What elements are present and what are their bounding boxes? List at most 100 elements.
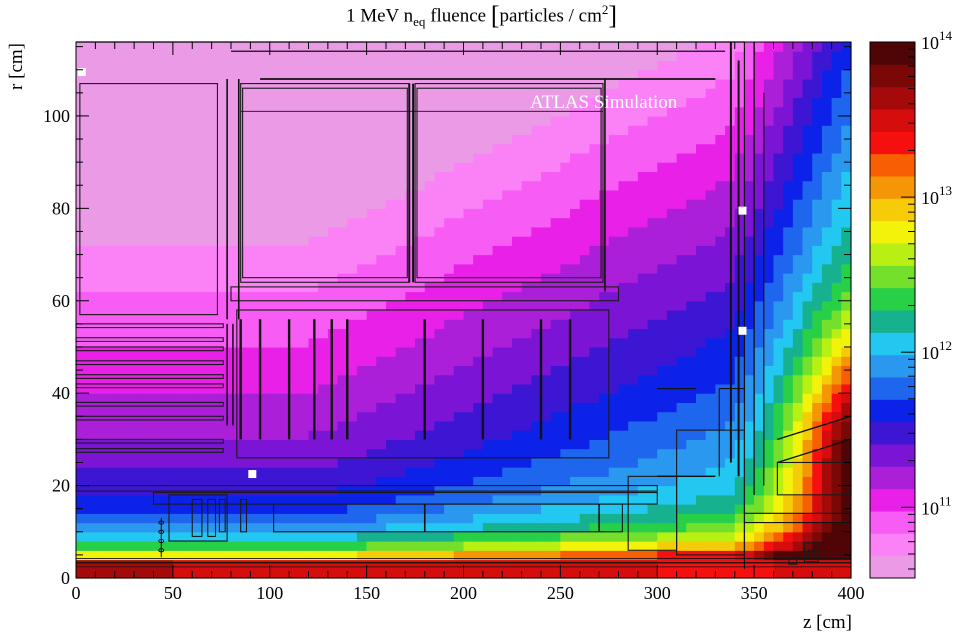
heatmap-cell bbox=[240, 513, 251, 524]
heatmap-cell bbox=[841, 236, 852, 246]
heatmap-cell bbox=[201, 467, 213, 477]
heatmap-cell bbox=[647, 180, 658, 191]
heatmap-cell bbox=[608, 226, 620, 237]
heatmap-cell bbox=[511, 541, 523, 551]
heatmap-cell bbox=[637, 310, 649, 320]
heatmap-cell bbox=[163, 171, 174, 182]
heatmap-cell bbox=[415, 559, 426, 570]
heatmap-cell bbox=[792, 282, 804, 293]
heatmap-cell bbox=[492, 531, 503, 542]
heatmap-cell bbox=[395, 245, 406, 256]
heatmap-cell bbox=[589, 60, 600, 71]
heatmap-cell bbox=[531, 60, 542, 71]
heatmap-cell bbox=[444, 245, 455, 256]
heatmap-cell bbox=[589, 134, 600, 145]
heatmap-cell bbox=[618, 208, 629, 219]
heatmap-cell bbox=[589, 300, 600, 311]
heatmap-cell bbox=[376, 226, 387, 237]
heatmap-cell bbox=[337, 300, 348, 311]
heatmap-cell bbox=[298, 115, 310, 126]
heatmap-cell bbox=[124, 245, 135, 256]
heatmap-cell bbox=[676, 282, 687, 293]
heatmap-cell bbox=[696, 467, 707, 477]
heatmap-cell bbox=[143, 217, 155, 228]
heatmap-cell bbox=[763, 97, 775, 108]
heatmap-cell bbox=[95, 541, 106, 551]
heatmap-cell bbox=[715, 97, 726, 108]
heatmap-cell bbox=[541, 457, 552, 468]
heatmap-cell bbox=[792, 504, 804, 514]
heatmap-cell bbox=[231, 522, 242, 533]
heatmap-cell bbox=[134, 282, 145, 293]
heatmap-cell bbox=[308, 448, 319, 459]
heatmap-cell bbox=[570, 559, 581, 570]
heatmap-cell bbox=[366, 346, 377, 357]
title-prefix: 1 MeV n bbox=[345, 5, 414, 27]
heatmap-cell bbox=[550, 217, 561, 228]
heatmap-cell bbox=[560, 125, 571, 136]
heatmap-cell bbox=[172, 541, 184, 551]
heatmap-cell bbox=[366, 162, 377, 172]
heatmap-cell bbox=[773, 337, 784, 348]
heatmap-cell bbox=[773, 300, 784, 311]
heatmap-cell bbox=[647, 476, 658, 487]
heatmap-cell bbox=[802, 411, 813, 422]
heatmap-cell bbox=[696, 143, 707, 154]
heatmap-cell bbox=[163, 383, 174, 394]
heatmap-cell bbox=[657, 402, 668, 413]
heatmap-cell bbox=[356, 457, 368, 468]
heatmap-cell bbox=[453, 51, 465, 62]
heatmap-cell bbox=[95, 97, 106, 108]
heatmap-cell bbox=[327, 568, 339, 579]
heatmap-cell bbox=[560, 115, 571, 126]
heatmap-cell bbox=[163, 393, 174, 404]
heatmap-cell bbox=[192, 88, 203, 99]
heatmap-cell bbox=[579, 541, 591, 551]
heatmap-cell bbox=[289, 143, 300, 154]
heatmap-cell bbox=[143, 42, 155, 52]
heatmap-cell bbox=[511, 319, 523, 330]
heatmap-cell bbox=[153, 97, 164, 108]
heatmap-cell bbox=[395, 541, 406, 551]
heatmap-cell bbox=[231, 300, 242, 311]
heatmap-cell bbox=[231, 504, 242, 514]
heatmap-cell bbox=[570, 60, 581, 71]
heatmap-cell bbox=[366, 60, 377, 71]
heatmap-cell bbox=[618, 180, 629, 191]
heatmap-cell bbox=[298, 430, 310, 440]
heatmap-cell bbox=[637, 328, 649, 339]
heatmap-cell bbox=[473, 226, 484, 237]
heatmap-cell bbox=[628, 522, 639, 533]
heatmap-cell bbox=[696, 245, 707, 256]
heatmap-cell bbox=[473, 420, 484, 431]
heatmap-cell bbox=[715, 448, 726, 459]
heatmap-cell bbox=[434, 485, 445, 496]
heatmap-cell bbox=[657, 531, 668, 542]
heatmap-cell bbox=[376, 263, 387, 274]
heatmap-cell bbox=[279, 199, 290, 209]
heatmap-cell bbox=[347, 374, 358, 385]
heatmap-cell bbox=[134, 263, 145, 274]
heatmap-cell bbox=[473, 531, 484, 542]
heatmap-cell bbox=[424, 134, 436, 145]
heatmap-cell bbox=[802, 568, 813, 579]
heatmap-cell bbox=[482, 430, 494, 440]
heatmap-cell bbox=[279, 494, 290, 505]
heatmap-cell bbox=[240, 319, 251, 330]
heatmap-cell bbox=[705, 430, 716, 440]
heatmap-cell bbox=[192, 476, 203, 487]
heatmap-cell bbox=[783, 393, 794, 404]
heatmap-cell bbox=[105, 467, 116, 477]
heatmap-cell bbox=[492, 199, 503, 209]
heatmap-cell bbox=[831, 541, 842, 551]
colorbar-swatch bbox=[870, 399, 915, 423]
heatmap-cell bbox=[269, 494, 281, 505]
heatmap-cell bbox=[550, 402, 561, 413]
heatmap-cell bbox=[763, 217, 775, 228]
heatmap-cell bbox=[473, 439, 484, 450]
heatmap-cell bbox=[734, 448, 746, 459]
heatmap-cell bbox=[647, 78, 658, 89]
heatmap-cell bbox=[376, 69, 387, 80]
heatmap-cell bbox=[628, 125, 639, 136]
heatmap-cell bbox=[831, 374, 842, 385]
